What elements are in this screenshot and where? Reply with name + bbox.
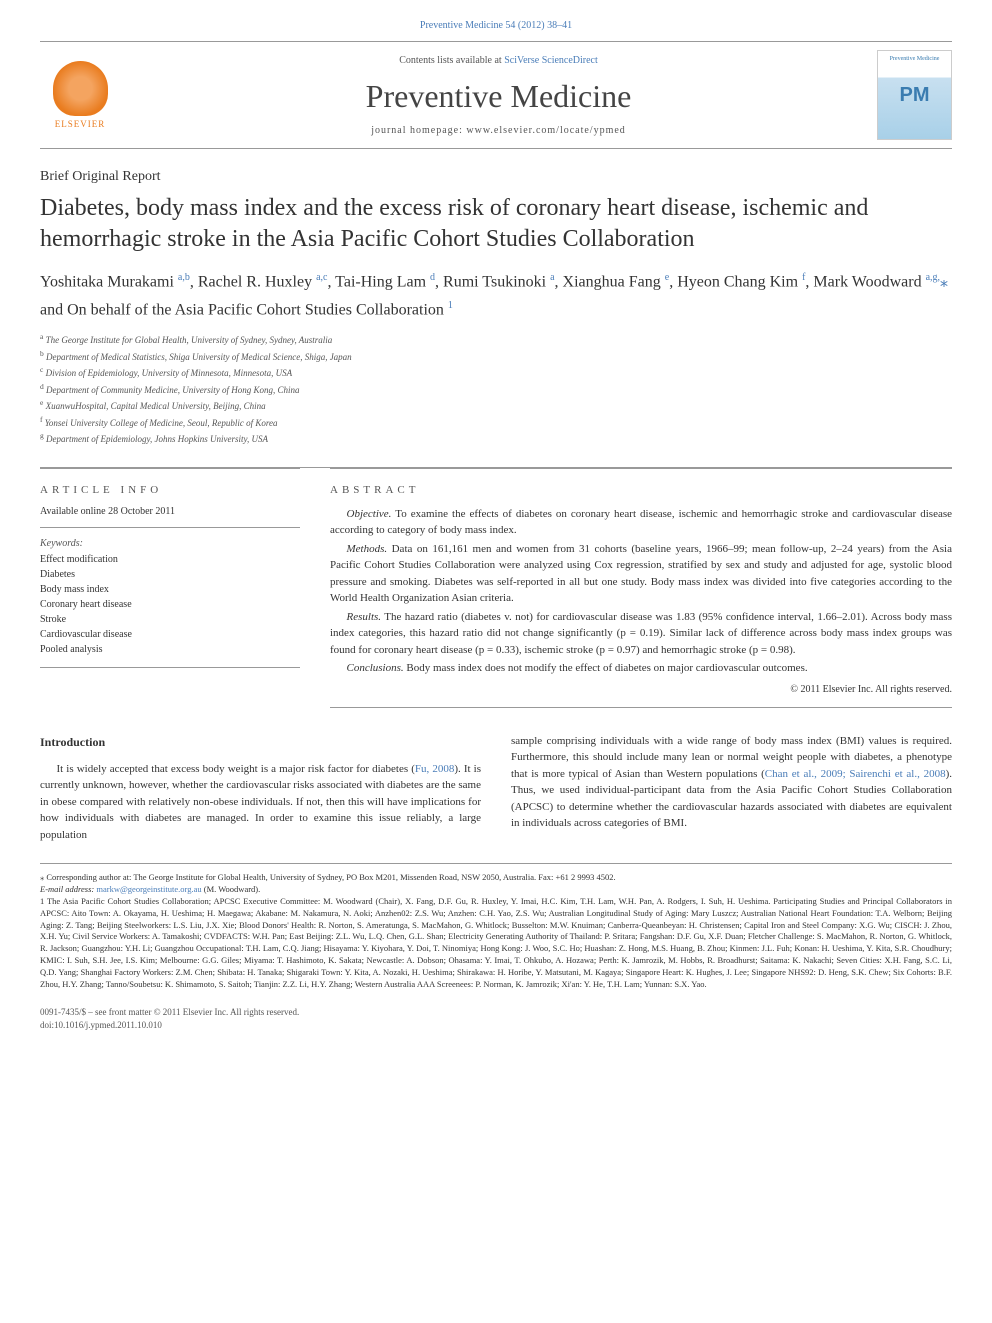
elsevier-label: ELSEVIER <box>55 119 106 129</box>
affiliation-item: b Department of Medical Statistics, Shig… <box>40 348 952 365</box>
sciencedirect-link[interactable]: SciVerse ScienceDirect <box>504 55 598 66</box>
on-behalf: and On behalf of the Asia Pacific Cohort… <box>40 300 952 319</box>
affiliation-item: c Division of Epidemiology, University o… <box>40 364 952 381</box>
email-link[interactable]: markw@georgeinstitute.org.au <box>96 884 201 894</box>
affiliation-item: a The George Institute for Global Health… <box>40 331 952 348</box>
intro-para-2: sample comprising individuals with a wid… <box>511 733 952 832</box>
conclusions-label: Conclusions. <box>347 662 404 674</box>
authors-list: Yoshitaka Murakami a,b, Rachel R. Huxley… <box>40 270 952 294</box>
journal-homepage: journal homepage: www.elsevier.com/locat… <box>120 125 877 136</box>
contents-available: Contents lists available at SciVerse Sci… <box>120 55 877 66</box>
pm-abbrev: PM <box>900 84 930 107</box>
results-label: Results. <box>347 611 382 623</box>
affiliation-item: e XuanwuHospital, Capital Medical Univer… <box>40 397 952 414</box>
objective-label: Objective. <box>347 508 392 520</box>
doi-line: doi:10.1016/j.ypmed.2011.10.010 <box>40 1019 952 1032</box>
abstract-heading: ABSTRACT <box>330 484 952 496</box>
body-col-left: Introduction It is widely accepted that … <box>40 733 481 844</box>
article-info-column: ARTICLE INFO Available online 28 October… <box>40 468 300 708</box>
keywords-block: Keywords: Effect modificationDiabetesBod… <box>40 538 300 668</box>
keyword-item: Pooled analysis <box>40 642 300 657</box>
behalf-sup: 1 <box>448 300 453 311</box>
keyword-item: Effect modification <box>40 552 300 567</box>
online-date: Available online 28 October 2011 <box>40 506 300 517</box>
keyword-item: Stroke <box>40 612 300 627</box>
issn-line: 0091-7435/$ – see front matter © 2011 El… <box>40 1006 952 1019</box>
affiliations: a The George Institute for Global Health… <box>40 331 952 447</box>
abstract-text: Objective. To examine the effects of dia… <box>330 506 952 708</box>
keyword-item: Coronary heart disease <box>40 597 300 612</box>
email-suffix: (M. Woodward). <box>202 884 261 894</box>
affiliation-item: g Department of Epidemiology, Johns Hopk… <box>40 430 952 447</box>
footer-meta: 0091-7435/$ – see front matter © 2011 El… <box>40 1006 952 1031</box>
journal-citation-link[interactable]: Preventive Medicine 54 (2012) 38–41 <box>40 20 952 31</box>
header-center: Contents lists available at SciVerse Sci… <box>120 55 877 136</box>
article-info-heading: ARTICLE INFO <box>40 484 300 496</box>
email-line: E-mail address: markw@georgeinstitute.or… <box>40 884 952 896</box>
email-label: E-mail address: <box>40 884 96 894</box>
keyword-item: Diabetes <box>40 567 300 582</box>
behalf-text: and On behalf of the Asia Pacific Cohort… <box>40 301 448 318</box>
corresponding-author-note: ⁎ Corresponding author at: The George In… <box>40 872 952 884</box>
body-two-column: Introduction It is widely accepted that … <box>40 733 952 844</box>
introduction-heading: Introduction <box>40 733 481 751</box>
abstract-column: ABSTRACT Objective. To examine the effec… <box>330 468 952 708</box>
collaboration-footnote: 1 The Asia Pacific Cohort Studies Collab… <box>40 896 952 991</box>
article-title: Diabetes, body mass index and the excess… <box>40 193 952 255</box>
journal-title: Preventive Medicine <box>120 78 877 115</box>
ref-link[interactable]: Chan et al., 2009; Sairenchi et al., 200… <box>765 768 946 780</box>
elsevier-logo[interactable]: ELSEVIER <box>40 50 120 140</box>
elsevier-tree-icon <box>53 61 108 116</box>
journal-header: ELSEVIER Contents lists available at Sci… <box>40 41 952 149</box>
online-date-block: Available online 28 October 2011 <box>40 506 300 528</box>
contents-text: Contents lists available at <box>399 55 504 66</box>
methods-label: Methods. <box>347 543 388 555</box>
footnotes: ⁎ Corresponding author at: The George In… <box>40 863 952 991</box>
body-col-right: sample comprising individuals with a wid… <box>511 733 952 844</box>
keyword-item: Body mass index <box>40 582 300 597</box>
keyword-item: Cardiovascular disease <box>40 627 300 642</box>
abstract-copyright: © 2011 Elsevier Inc. All rights reserved… <box>330 682 952 708</box>
affiliation-item: f Yonsei University College of Medicine,… <box>40 414 952 431</box>
journal-cover-icon[interactable]: Preventive Medicine PM <box>877 50 952 140</box>
methods-text: Data on 161,161 men and women from 31 co… <box>330 543 952 605</box>
affiliation-item: d Department of Community Medicine, Univ… <box>40 381 952 398</box>
conclusions-text: Body mass index does not modify the effe… <box>404 662 808 674</box>
keywords-label: Keywords: <box>40 538 300 549</box>
ref-link[interactable]: Fu, 2008 <box>415 763 454 775</box>
report-type: Brief Original Report <box>40 169 952 185</box>
intro-para-1: It is widely accepted that excess body w… <box>40 761 481 844</box>
objective-text: To examine the effects of diabetes on co… <box>330 508 952 537</box>
results-text: The hazard ratio (diabetes v. not) for c… <box>330 611 952 656</box>
pm-full-label: Preventive Medicine <box>890 56 940 62</box>
keywords-list: Effect modificationDiabetesBody mass ind… <box>40 552 300 657</box>
info-abstract-row: ARTICLE INFO Available online 28 October… <box>40 467 952 708</box>
